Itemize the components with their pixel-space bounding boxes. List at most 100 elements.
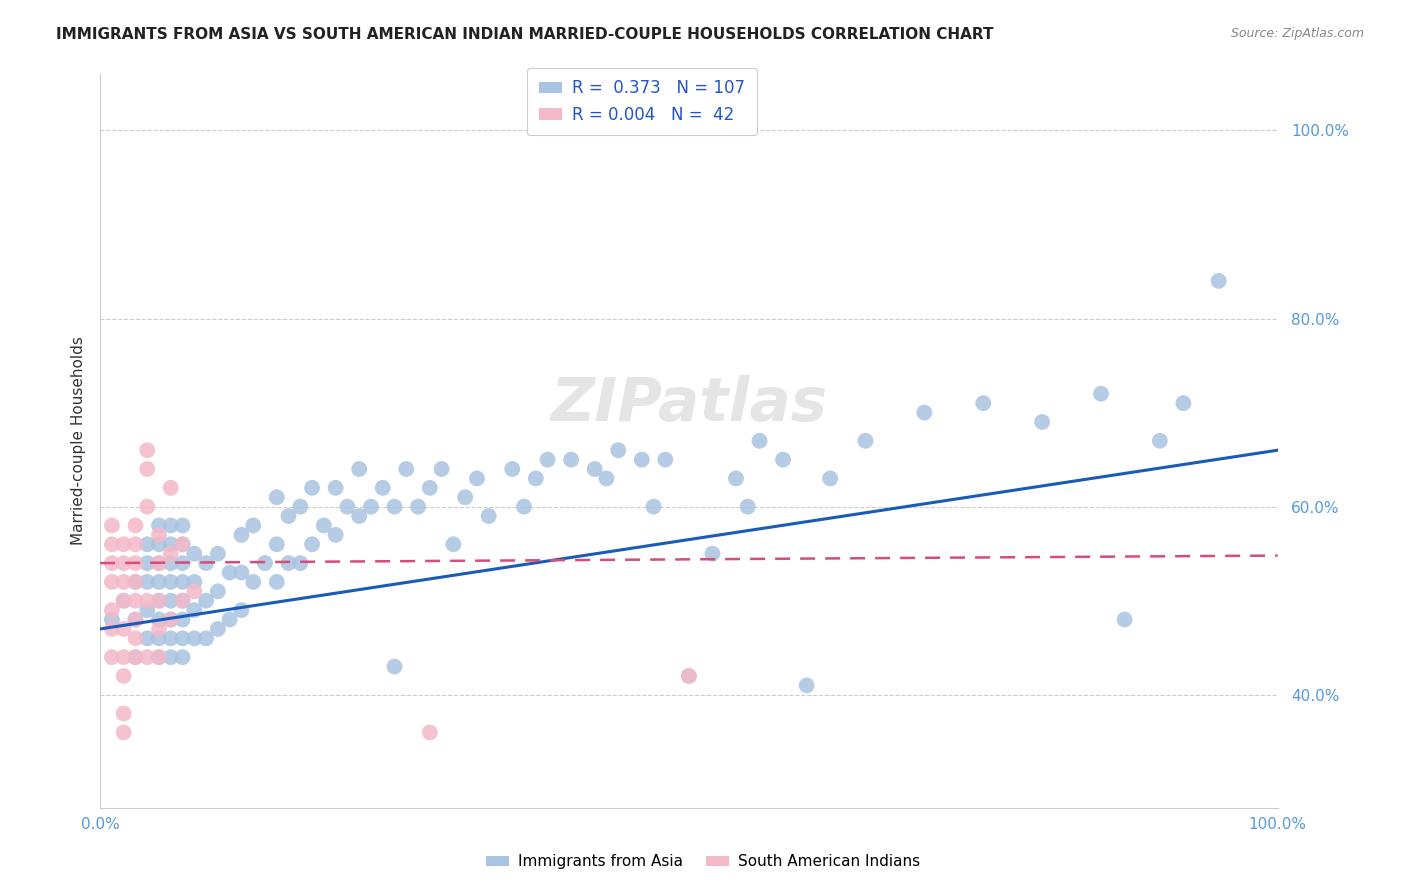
Point: [195, 556, 218, 570]
Point: [419, 725, 441, 739]
Point: [796, 678, 818, 692]
Point: [312, 518, 335, 533]
Point: [124, 556, 146, 570]
Point: [136, 574, 159, 589]
Point: [231, 566, 253, 580]
Point: [266, 490, 288, 504]
Point: [183, 547, 205, 561]
Point: [148, 556, 170, 570]
Point: [159, 593, 181, 607]
Point: [172, 556, 194, 570]
Point: [172, 632, 194, 646]
Point: [290, 556, 312, 570]
Point: [101, 613, 124, 627]
Y-axis label: Married-couple Households: Married-couple Households: [72, 336, 86, 545]
Point: [136, 462, 159, 476]
Point: [595, 471, 617, 485]
Point: [101, 556, 124, 570]
Point: [148, 528, 170, 542]
Point: [183, 584, 205, 599]
Point: [218, 566, 240, 580]
Point: [124, 537, 146, 551]
Point: [678, 669, 700, 683]
Point: [301, 537, 323, 551]
Point: [1090, 386, 1112, 401]
Point: [136, 650, 159, 665]
Point: [172, 650, 194, 665]
Point: [972, 396, 994, 410]
Point: [124, 593, 146, 607]
Point: [678, 669, 700, 683]
Point: [124, 518, 146, 533]
Point: [159, 574, 181, 589]
Point: [112, 725, 135, 739]
Point: [136, 593, 159, 607]
Point: [253, 556, 276, 570]
Point: [371, 481, 394, 495]
Point: [148, 650, 170, 665]
Point: [607, 443, 630, 458]
Point: [112, 650, 135, 665]
Point: [124, 650, 146, 665]
Point: [159, 632, 181, 646]
Point: [266, 574, 288, 589]
Point: [195, 593, 218, 607]
Point: [478, 509, 501, 524]
Point: [148, 518, 170, 533]
Point: [172, 613, 194, 627]
Point: [159, 613, 181, 627]
Point: [159, 650, 181, 665]
Point: [643, 500, 665, 514]
Text: ZIPatlas: ZIPatlas: [550, 375, 828, 434]
Point: [148, 650, 170, 665]
Point: [524, 471, 547, 485]
Point: [630, 452, 652, 467]
Point: [454, 490, 477, 504]
Point: [112, 537, 135, 551]
Text: IMMIGRANTS FROM ASIA VS SOUTH AMERICAN INDIAN MARRIED-COUPLE HOUSEHOLDS CORRELAT: IMMIGRANTS FROM ASIA VS SOUTH AMERICAN I…: [56, 27, 994, 42]
Point: [183, 632, 205, 646]
Point: [207, 584, 229, 599]
Point: [148, 593, 170, 607]
Point: [266, 537, 288, 551]
Point: [159, 613, 181, 627]
Point: [112, 622, 135, 636]
Point: [724, 471, 747, 485]
Point: [702, 547, 724, 561]
Point: [112, 593, 135, 607]
Point: [384, 659, 406, 673]
Point: [748, 434, 770, 448]
Point: [277, 556, 299, 570]
Point: [101, 622, 124, 636]
Point: [277, 509, 299, 524]
Point: [124, 632, 146, 646]
Point: [501, 462, 523, 476]
Point: [513, 500, 536, 514]
Point: [124, 574, 146, 589]
Point: [290, 500, 312, 514]
Point: [737, 500, 759, 514]
Point: [441, 537, 464, 551]
Point: [325, 528, 347, 542]
Point: [148, 537, 170, 551]
Point: [159, 518, 181, 533]
Point: [218, 613, 240, 627]
Point: [124, 613, 146, 627]
Point: [124, 574, 146, 589]
Point: [136, 556, 159, 570]
Point: [406, 500, 429, 514]
Point: [325, 481, 347, 495]
Point: [772, 452, 794, 467]
Point: [231, 528, 253, 542]
Point: [148, 632, 170, 646]
Point: [159, 547, 181, 561]
Point: [207, 547, 229, 561]
Point: [855, 434, 877, 448]
Point: [1149, 434, 1171, 448]
Point: [360, 500, 382, 514]
Point: [560, 452, 582, 467]
Point: [654, 452, 676, 467]
Point: [172, 574, 194, 589]
Point: [112, 593, 135, 607]
Point: [159, 556, 181, 570]
